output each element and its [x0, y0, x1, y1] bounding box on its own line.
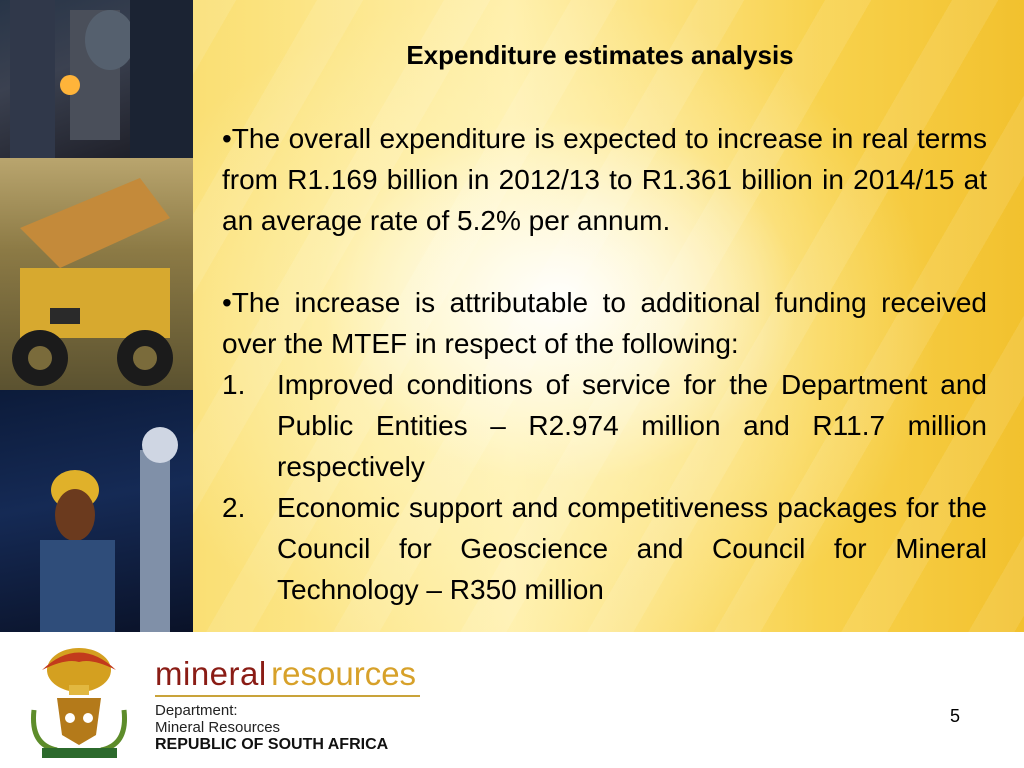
coat-of-arms-icon: [30, 648, 128, 758]
list-item: 1. Improved conditions of service for th…: [222, 364, 987, 487]
logo-band: [0, 632, 1024, 768]
logo-word-resources: resources: [271, 655, 417, 692]
department-title: Mineral Resources: [155, 719, 281, 736]
photo-mining-truck: [0, 158, 193, 390]
slide-title: Expenditure estimates analysis: [406, 40, 794, 70]
slide-body: •The overall expenditure is expected to …: [222, 118, 987, 610]
logo-word-mineral: mineral: [155, 655, 267, 692]
list-item-number: 1.: [222, 369, 246, 400]
department-logo-wordmark: mineral resources: [155, 655, 416, 693]
furnace-worker-image: [10, 0, 193, 158]
photo-furnace-worker: [0, 0, 193, 158]
bullet-overall-expenditure: •The overall expenditure is expected to …: [222, 123, 987, 236]
country-name: REPUBLIC OF SOUTH AFRICA: [155, 736, 389, 753]
miner-image: [40, 427, 178, 632]
list-item-text: Economic support and competitiveness pac…: [277, 492, 987, 605]
photo-miner-underground: [0, 390, 193, 632]
list-item-text: Improved conditions of service for the D…: [277, 369, 987, 482]
bullet-increase-attribution: •The increase is attributable to additio…: [222, 287, 987, 359]
logo-divider: [155, 695, 420, 697]
mining-truck-image: [12, 178, 173, 386]
paragraph-spacer: [222, 241, 987, 282]
list-item: 2. Economic support and competitiveness …: [222, 487, 987, 610]
department-label: Department:: [155, 702, 238, 719]
department-name: Department: Mineral Resources: [155, 702, 280, 736]
list-item-number: 2.: [222, 492, 246, 523]
page-number: 5: [950, 706, 961, 726]
background-rays: [190, 0, 1024, 640]
mining-photo-strip: [0, 0, 193, 632]
